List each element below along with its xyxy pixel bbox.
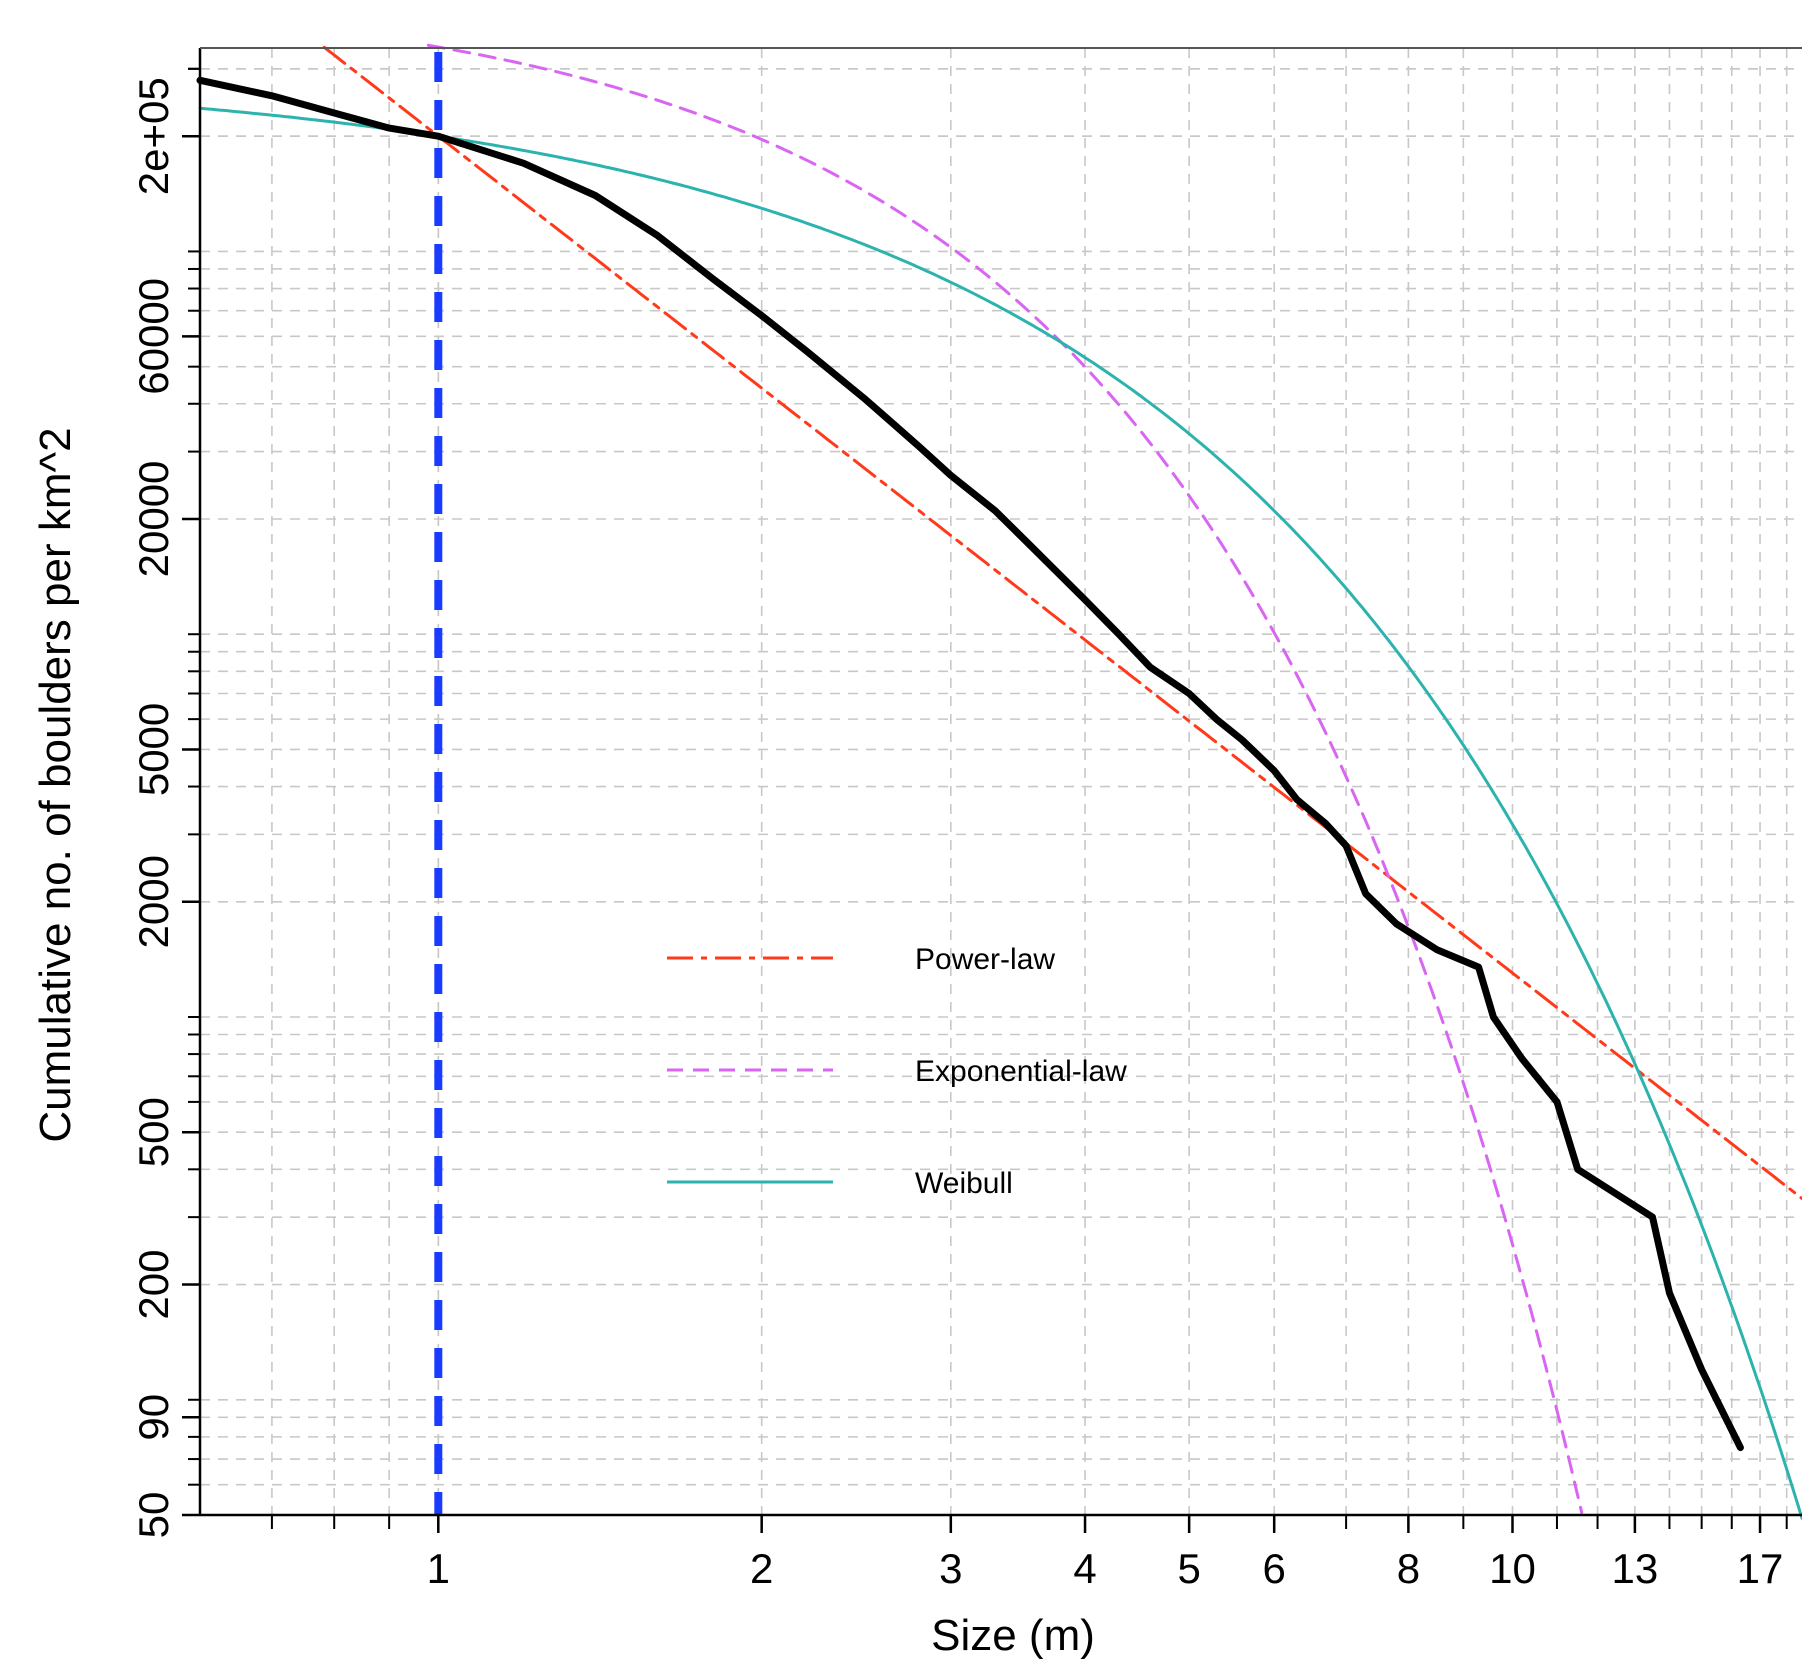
- x-tick-label: 17: [1737, 1545, 1784, 1592]
- x-tick-label: 13: [1612, 1545, 1659, 1592]
- x-tick-label: 10: [1489, 1545, 1536, 1592]
- y-tick-label: 60000: [130, 278, 177, 395]
- y-tick-label: 90: [130, 1394, 177, 1441]
- x-tick-label: 5: [1177, 1545, 1200, 1592]
- y-tick-label: 5000: [130, 703, 177, 796]
- series-weibull: [198, 106, 1802, 1520]
- y-axis-title: Cumulative no. of boulders per km^2: [31, 427, 80, 1142]
- y-tick-label: 2000: [130, 855, 177, 948]
- y-tick-label: 500: [130, 1097, 177, 1167]
- series-group: [196, 43, 1802, 1520]
- y-tick-label: 2e+05: [130, 77, 177, 195]
- x-axis-title: Size (m): [931, 1611, 1095, 1660]
- series-power-law: [322, 45, 1802, 1200]
- x-tick-label: 4: [1073, 1545, 1096, 1592]
- legend-label: Exponential-law: [915, 1055, 1127, 1088]
- legend-label: Power-law: [915, 943, 1055, 976]
- legend: Power-law Exponential-law Weibull: [667, 943, 1127, 1200]
- y-tick-label: 20000: [130, 461, 177, 578]
- x-tick-label: 1: [427, 1545, 450, 1592]
- grid-lines: [200, 48, 1802, 1516]
- x-tick-label: 6: [1263, 1545, 1286, 1592]
- series-observed-data: [196, 76, 1744, 1452]
- x-tick-label: 2: [750, 1545, 773, 1592]
- y-tick-label: 200: [130, 1250, 177, 1320]
- y-tick-label: 50: [130, 1492, 177, 1539]
- axes-group: 1 2 3 4 5 6 8 10 13 17 50 90 200 500 2000 5000 20000 6000…: [130, 47, 1802, 1592]
- series-exponential-law: [426, 43, 1584, 1514]
- x-tick-label: 8: [1397, 1545, 1420, 1592]
- x-tick-label: 3: [939, 1545, 962, 1592]
- legend-label: Weibull: [915, 1167, 1013, 1200]
